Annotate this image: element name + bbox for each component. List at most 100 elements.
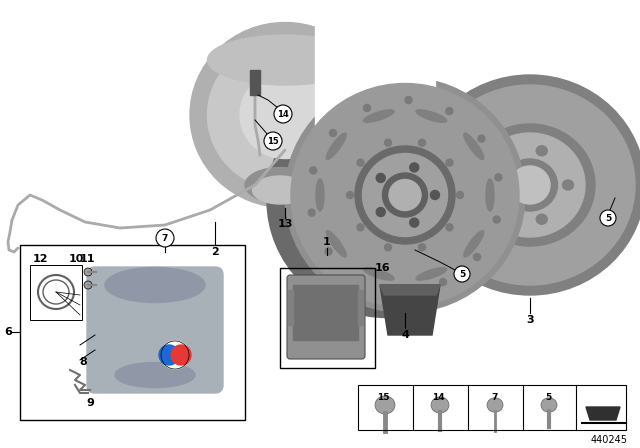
Ellipse shape <box>355 146 455 244</box>
Ellipse shape <box>362 154 447 237</box>
Bar <box>20 245 245 420</box>
Ellipse shape <box>486 179 494 211</box>
Ellipse shape <box>291 83 519 306</box>
Circle shape <box>161 341 189 369</box>
Polygon shape <box>380 285 440 295</box>
Ellipse shape <box>376 173 385 182</box>
Circle shape <box>159 345 179 365</box>
Ellipse shape <box>493 159 505 169</box>
Text: 8: 8 <box>79 357 87 367</box>
Ellipse shape <box>536 214 547 224</box>
Text: 11: 11 <box>79 254 95 264</box>
Ellipse shape <box>410 163 419 172</box>
Ellipse shape <box>415 75 640 295</box>
Ellipse shape <box>431 397 449 413</box>
Circle shape <box>419 244 426 251</box>
Circle shape <box>419 139 426 146</box>
Ellipse shape <box>510 166 550 204</box>
Ellipse shape <box>383 173 428 217</box>
Text: 15: 15 <box>377 393 390 402</box>
Text: 14: 14 <box>432 393 445 402</box>
Text: 15: 15 <box>267 137 279 146</box>
Circle shape <box>600 210 616 226</box>
Ellipse shape <box>431 190 440 199</box>
Ellipse shape <box>425 85 635 285</box>
Ellipse shape <box>285 78 525 313</box>
Circle shape <box>405 97 412 103</box>
Circle shape <box>156 229 174 247</box>
Ellipse shape <box>389 180 421 211</box>
Text: 1: 1 <box>323 237 331 247</box>
Text: 10: 10 <box>68 254 84 264</box>
Ellipse shape <box>465 124 595 246</box>
Ellipse shape <box>115 362 195 388</box>
Ellipse shape <box>563 180 573 190</box>
Circle shape <box>274 105 292 123</box>
Circle shape <box>357 224 364 231</box>
Bar <box>358 385 626 430</box>
Ellipse shape <box>364 268 394 280</box>
Circle shape <box>330 129 337 137</box>
Bar <box>30 265 82 320</box>
Ellipse shape <box>84 281 92 289</box>
Ellipse shape <box>207 40 362 190</box>
Ellipse shape <box>190 22 380 207</box>
Ellipse shape <box>105 267 205 302</box>
Circle shape <box>474 254 481 260</box>
Bar <box>315 20 435 220</box>
Circle shape <box>357 276 364 283</box>
Ellipse shape <box>464 231 484 257</box>
Ellipse shape <box>416 110 447 122</box>
Text: 13: 13 <box>277 219 292 229</box>
Ellipse shape <box>502 159 557 211</box>
Circle shape <box>446 159 453 166</box>
Bar <box>280 268 375 368</box>
Text: 7: 7 <box>491 393 497 402</box>
Ellipse shape <box>475 133 585 237</box>
Ellipse shape <box>326 231 346 257</box>
Text: 440245: 440245 <box>591 435 628 445</box>
Ellipse shape <box>326 133 346 159</box>
Text: 4: 4 <box>401 330 409 340</box>
Circle shape <box>440 279 447 285</box>
Circle shape <box>493 216 500 223</box>
Text: 2: 2 <box>211 247 219 257</box>
Circle shape <box>264 132 282 150</box>
Circle shape <box>357 159 364 166</box>
Ellipse shape <box>376 207 385 216</box>
Ellipse shape <box>375 396 395 414</box>
Ellipse shape <box>207 35 362 85</box>
Ellipse shape <box>364 110 394 122</box>
Circle shape <box>495 174 502 181</box>
Ellipse shape <box>464 133 484 159</box>
Ellipse shape <box>416 268 447 280</box>
Circle shape <box>364 104 371 112</box>
Ellipse shape <box>245 168 315 202</box>
Circle shape <box>398 286 405 293</box>
Circle shape <box>385 139 392 146</box>
Ellipse shape <box>541 398 557 412</box>
Circle shape <box>325 248 332 255</box>
FancyBboxPatch shape <box>287 275 365 359</box>
Ellipse shape <box>253 176 307 204</box>
Text: 9: 9 <box>86 398 94 408</box>
Circle shape <box>446 108 453 115</box>
Text: 7: 7 <box>162 233 168 242</box>
Bar <box>250 70 260 95</box>
Text: 12: 12 <box>32 254 48 264</box>
Text: 5: 5 <box>459 270 465 279</box>
Ellipse shape <box>487 398 503 412</box>
Circle shape <box>346 191 353 198</box>
FancyBboxPatch shape <box>87 267 223 393</box>
Ellipse shape <box>84 268 92 276</box>
Ellipse shape <box>493 201 505 211</box>
Text: 6: 6 <box>4 327 12 337</box>
Circle shape <box>385 244 392 251</box>
Circle shape <box>171 345 191 365</box>
Circle shape <box>478 135 485 142</box>
Ellipse shape <box>267 82 507 318</box>
Text: 3: 3 <box>526 315 534 325</box>
Circle shape <box>308 209 315 216</box>
Text: 14: 14 <box>277 109 289 119</box>
Polygon shape <box>380 285 440 335</box>
